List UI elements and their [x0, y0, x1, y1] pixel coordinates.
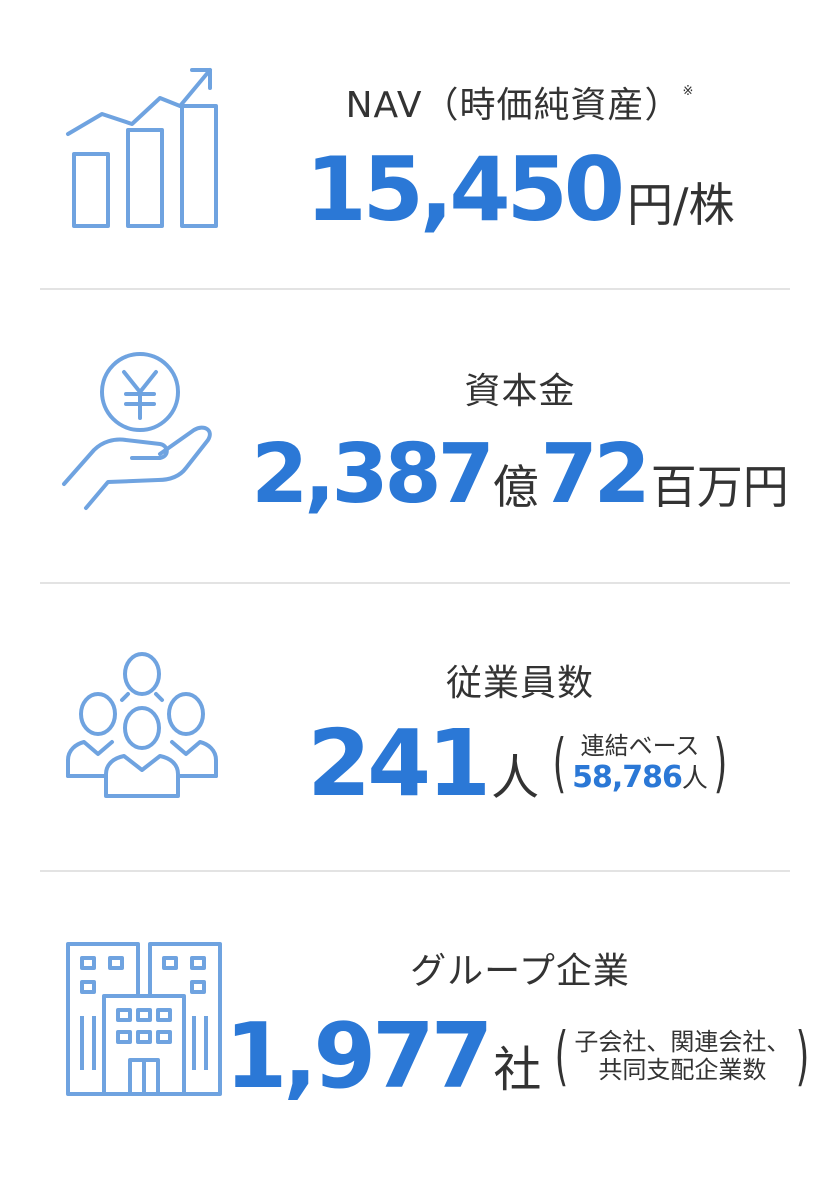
- consolidated-employees-unit: 人: [681, 763, 708, 794]
- office-buildings-icon: [64, 940, 224, 1100]
- open-paren: (: [555, 1020, 569, 1094]
- group-note-line-2: 共同支配企業数: [598, 1056, 767, 1084]
- divider: [40, 582, 790, 584]
- consolidated-basis-label: 連結ベース: [580, 731, 700, 760]
- divider: [40, 870, 790, 872]
- consolidated-note-text: 連結ベース 58,786人: [572, 731, 708, 795]
- capital-value: 2,387 億 72 百万円: [230, 434, 810, 516]
- nav-value: 15,450 円/株: [230, 146, 810, 234]
- group-note-line-1: 子会社、関連会社、: [574, 1028, 791, 1057]
- group-companies-value: 1,977 社 ( 子会社、関連会社、 共同支配企業数 ): [225, 1012, 810, 1102]
- divider: [40, 288, 790, 290]
- open-paren: (: [552, 727, 567, 801]
- yen-coin-hand-icon: [60, 346, 220, 516]
- group-companies-number: 1,977: [224, 1004, 494, 1109]
- group-companies-label: グループ企業: [410, 951, 630, 992]
- capital-card: 資本金 2,387 億 72 百万円: [0, 290, 830, 584]
- capital-number-million: 72: [540, 427, 651, 522]
- nav-number: 15,450: [305, 138, 625, 241]
- capital-label: 資本金: [464, 371, 576, 412]
- group-companies-unit: 社: [493, 1042, 542, 1098]
- close-paren: ): [795, 1020, 810, 1094]
- employees-label: 従業員数: [445, 663, 594, 704]
- footnote-mark: ※: [682, 84, 695, 99]
- group-companies-note: ( 子会社、関連会社、 共同支配企業数 ): [549, 1025, 815, 1089]
- people-group-icon: [62, 650, 222, 800]
- capital-unit-oku: 億: [492, 460, 539, 514]
- nav-label-text: NAV（時価純資産）: [345, 85, 682, 126]
- consolidated-employees-number: 58,786: [572, 759, 683, 795]
- close-paren: ): [713, 727, 728, 801]
- growth-bar-chart-icon: [62, 62, 222, 232]
- group-companies-card: グループ企業 1,977 社 ( 子会社、関連会社、 共同支配企業数 ): [0, 872, 830, 1181]
- nav-unit: 円/株: [627, 178, 735, 232]
- capital-number-oku: 2,387: [251, 427, 494, 522]
- employees-number: 241: [307, 710, 491, 817]
- capital-unit-million: 百万円: [650, 460, 789, 514]
- group-companies-note-text: 子会社、関連会社、 共同支配企業数: [574, 1029, 790, 1084]
- consolidated-note: ( 連結ベース 58,786人 ): [547, 732, 733, 796]
- employees-card: 従業員数 241 人 ( 連結ベース 58,786人 ): [0, 584, 830, 872]
- nav-label: NAV（時価純資産）※: [230, 76, 810, 128]
- employees-unit: 人: [491, 750, 540, 806]
- nav-card: NAV（時価純資産）※ 15,450 円/株: [0, 0, 830, 290]
- employees-value: 241 人 ( 連結ベース 58,786人 ): [230, 718, 810, 810]
